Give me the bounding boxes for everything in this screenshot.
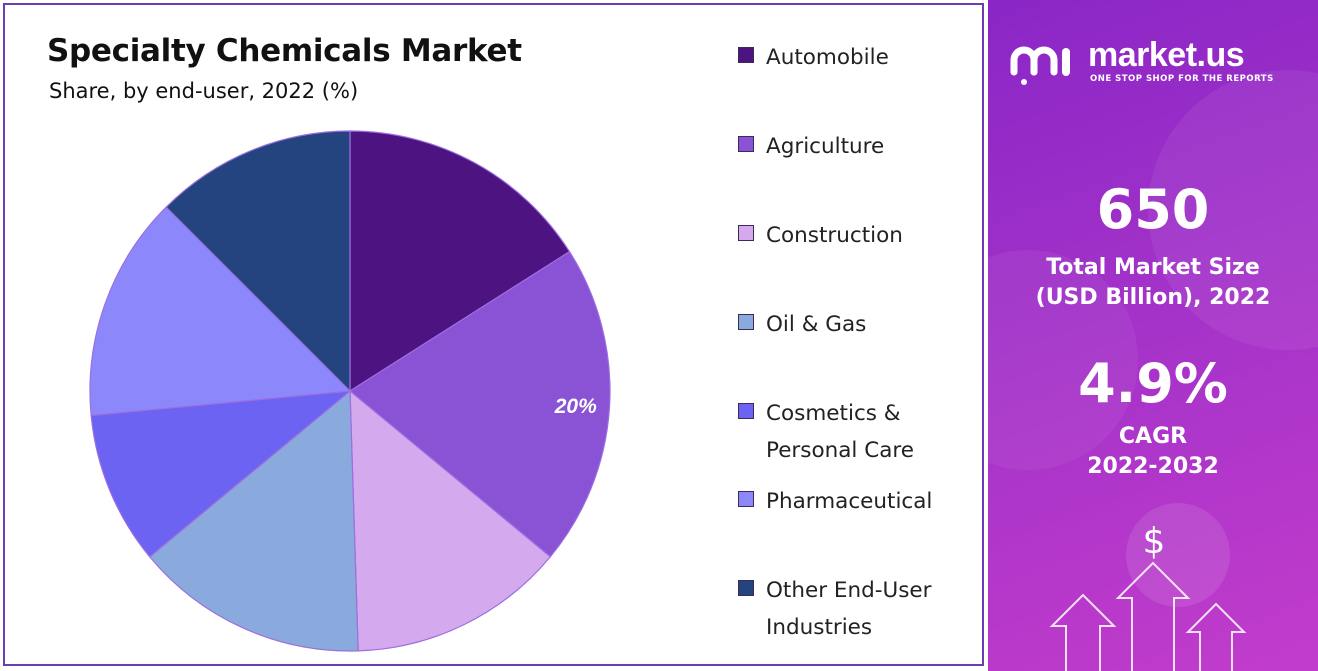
market-size-label-line1: Total Market Size: [1046, 255, 1260, 280]
legend-swatch: [738, 580, 754, 596]
legend-swatch: [738, 314, 754, 330]
legend-label-line: Construction: [766, 223, 903, 248]
pie-slice-other-end-user-industries: [165, 130, 351, 393]
legend-label: Cosmetics & Personal Care: [766, 395, 978, 469]
panel-background-decoration: $: [988, 70, 1318, 671]
data-label-agriculture: 20%: [554, 395, 597, 418]
legend-label: Oil & Gas: [766, 306, 978, 343]
legend-label-line: Personal Care: [766, 438, 915, 463]
pie-slice-oil-and-gas: [148, 389, 359, 652]
pie-chart: 20%: [89, 130, 611, 652]
legend-swatch: [738, 491, 754, 507]
legend-label: Automobile: [766, 39, 978, 76]
pie-slice-construction: [349, 389, 552, 652]
cagr-label: CAGR: [1118, 424, 1188, 449]
market-us-logo-icon: [1010, 46, 1070, 85]
chart-subtitle: Share, by end-user, 2022 (%): [49, 79, 359, 103]
brand-tagline: ONE STOP SHOP FOR THE REPORTS: [1090, 74, 1274, 84]
legend-swatch: [738, 47, 754, 63]
legend-label-line: Agriculture: [766, 134, 885, 159]
pie-slice-agriculture: [348, 250, 611, 558]
legend-label: Construction: [766, 217, 978, 254]
side-panel: $ market.us ONE STOP SHOP FOR THE REPORT…: [988, 0, 1318, 671]
market-size-label-line2: (USD Billion), 2022: [1035, 285, 1271, 310]
pie-slice-pharmaceutical: [89, 206, 352, 417]
legend-label-line: Other End-User: [766, 578, 932, 603]
brand-name: market.us: [1088, 36, 1245, 74]
legend-swatch: [738, 136, 754, 152]
pie-slice-cosmetics-and-personal-care: [90, 390, 352, 558]
market-size-value: 650: [1096, 178, 1210, 241]
cagr-value: 4.9%: [1078, 352, 1228, 415]
pie-slice-automobile: [349, 130, 571, 393]
chart-card: Specialty Chemicals Market Share, by end…: [3, 3, 984, 666]
cagr-period: 2022-2032: [1087, 454, 1219, 479]
legend-label: Other End-User Industries: [766, 572, 978, 646]
legend-label: Pharmaceutical: [766, 483, 978, 520]
legend-label-line: Automobile: [766, 45, 889, 70]
legend-label: Agriculture: [766, 128, 978, 165]
legend-swatch: [738, 403, 754, 419]
dollar-icon: $: [1143, 521, 1166, 562]
growth-arrows-icon: [1049, 561, 1247, 671]
legend-label-line: Oil & Gas: [766, 312, 867, 337]
legend-label-line: Cosmetics &: [766, 401, 901, 426]
chart-title: Specialty Chemicals Market: [47, 33, 522, 69]
legend-label-line: Pharmaceutical: [766, 489, 933, 514]
legend-swatch: [738, 225, 754, 241]
brand: market.us ONE STOP SHOP FOR THE REPORTS: [1010, 36, 1300, 88]
legend-label-line: Industries: [766, 615, 873, 640]
